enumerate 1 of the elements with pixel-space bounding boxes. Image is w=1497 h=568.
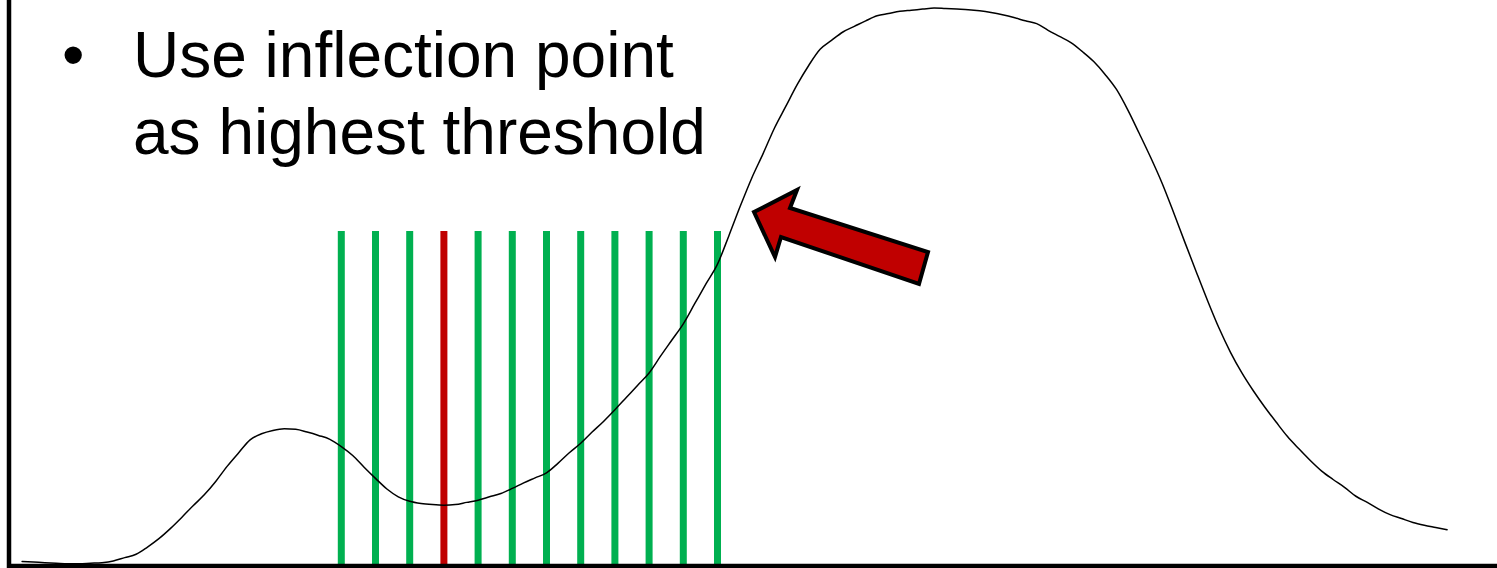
annotation: • Use inflection point as highest threshold [62,19,706,168]
